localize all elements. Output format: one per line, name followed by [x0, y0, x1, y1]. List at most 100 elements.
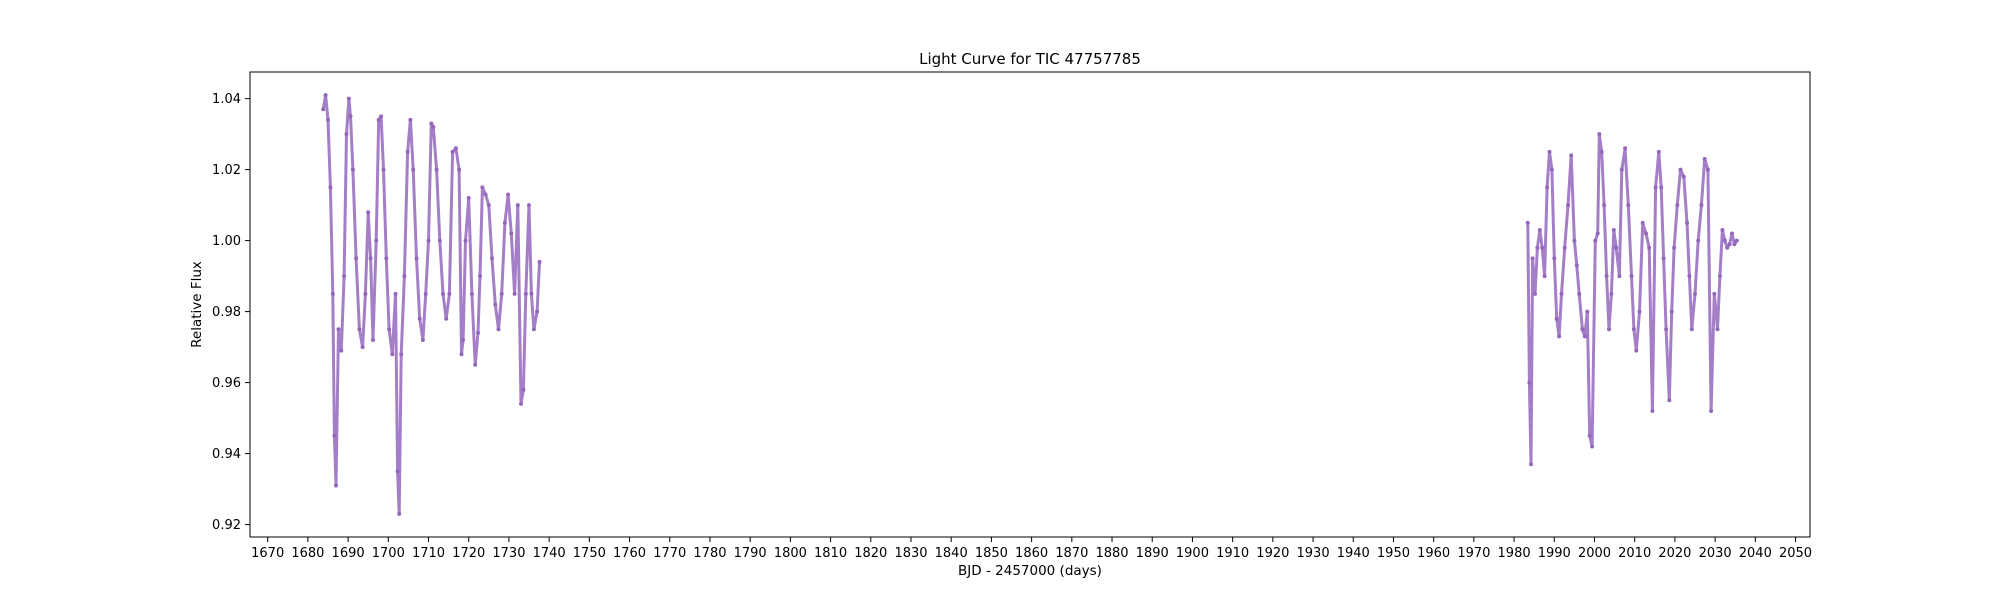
data-point: [1681, 174, 1686, 179]
data-point: [1562, 245, 1567, 250]
data-point: [405, 149, 410, 154]
x-tick-label: 1830: [894, 546, 927, 561]
data-point: [1547, 149, 1552, 154]
data-point: [1529, 462, 1533, 467]
data-point: [1533, 291, 1537, 296]
data-point: [469, 291, 474, 296]
data-point: [1614, 245, 1619, 250]
x-tick-label: 2030: [1699, 546, 1732, 561]
data-point: [1732, 242, 1737, 247]
data-point: [1715, 327, 1720, 332]
data-point: [515, 203, 520, 208]
data-point: [339, 348, 344, 353]
data-point: [441, 291, 445, 296]
data-point: [342, 274, 347, 279]
y-axis-ticks: 0.92 0.94 0.96 0.98 1.00 1.02 1.04: [212, 92, 250, 533]
y-tick-label: 0.96: [212, 376, 241, 391]
x-tick-label: 1780: [693, 546, 726, 561]
data-point: [1712, 291, 1717, 296]
data-point: [399, 352, 404, 357]
data-point: [321, 107, 326, 112]
data-point: [490, 256, 494, 261]
data-point: [483, 192, 488, 197]
x-tick-label: 1730: [492, 546, 525, 561]
data-point: [1720, 228, 1725, 232]
data-point: [521, 387, 526, 392]
x-tick-label: 1880: [1095, 546, 1128, 561]
data-point: [323, 93, 328, 98]
x-tick-label: 1890: [1136, 546, 1169, 561]
data-point: [1549, 167, 1554, 172]
data-point: [523, 291, 528, 296]
data-point: [434, 167, 439, 172]
data-point: [1554, 316, 1559, 321]
data-point: [1604, 274, 1609, 279]
x-tick-label: 1990: [1538, 546, 1571, 561]
data-point: [1607, 327, 1611, 332]
data-point: [1659, 185, 1664, 190]
data-point: [1730, 231, 1734, 236]
data-point: [437, 238, 442, 243]
x-tick-label: 1870: [1055, 546, 1088, 561]
data-point: [1634, 348, 1639, 353]
data-point: [1637, 309, 1642, 314]
data-point: [1626, 203, 1631, 208]
data-point: [357, 327, 362, 332]
data-point: [1661, 256, 1666, 261]
data-point: [368, 256, 373, 261]
y-tick-label: 1.04: [212, 92, 241, 107]
data-point: [1678, 167, 1683, 172]
data-point: [1572, 238, 1577, 243]
data-point: [426, 238, 431, 243]
data-point: [363, 291, 368, 296]
data-point: [411, 167, 416, 172]
data-point: [499, 291, 504, 296]
data-point: [1545, 185, 1550, 190]
data-point: [476, 330, 480, 335]
data-point: [1699, 203, 1704, 208]
data-point: [350, 167, 355, 172]
data-point: [1574, 263, 1579, 268]
data-point: [1587, 433, 1592, 438]
data-point: [1559, 291, 1564, 296]
data-point: [444, 316, 449, 321]
x-tick-label: 1980: [1498, 546, 1531, 561]
data-point: [1675, 203, 1680, 208]
data-point: [1709, 409, 1714, 413]
y-tick-label: 0.92: [212, 518, 241, 533]
x-tick-label: 1900: [1176, 546, 1209, 561]
data-point: [1705, 167, 1710, 172]
data-point: [346, 96, 351, 101]
data-point: [1702, 157, 1707, 161]
data-point: [447, 291, 452, 296]
data-point: [529, 291, 534, 296]
data-point: [1590, 444, 1595, 449]
data-point: [493, 302, 498, 307]
data-point: [1734, 238, 1739, 243]
data-point: [1687, 274, 1692, 279]
data-point: [1552, 256, 1557, 261]
x-tick-label: 2040: [1739, 546, 1772, 561]
data-point: [1667, 398, 1672, 403]
data-point: [1647, 245, 1652, 250]
x-tick-label: 2010: [1618, 546, 1651, 561]
data-point: [379, 114, 384, 119]
data-point: [509, 231, 514, 236]
data-point: [527, 203, 531, 208]
data-point: [1525, 220, 1530, 225]
data-point: [387, 327, 392, 332]
data-point: [1582, 334, 1587, 339]
data-point: [417, 316, 422, 321]
x-tick-label: 1820: [854, 546, 887, 561]
data-point: [463, 238, 468, 243]
data-point: [423, 291, 428, 296]
data-point: [1689, 327, 1694, 332]
data-point: [1566, 203, 1570, 208]
x-tick-label: 1810: [814, 546, 847, 561]
x-tick-label: 1860: [1015, 546, 1048, 561]
data-point: [402, 274, 407, 279]
x-tick-label: 2000: [1578, 546, 1611, 561]
data-point: [381, 167, 386, 172]
data-point: [332, 433, 337, 438]
data-point: [457, 167, 462, 172]
